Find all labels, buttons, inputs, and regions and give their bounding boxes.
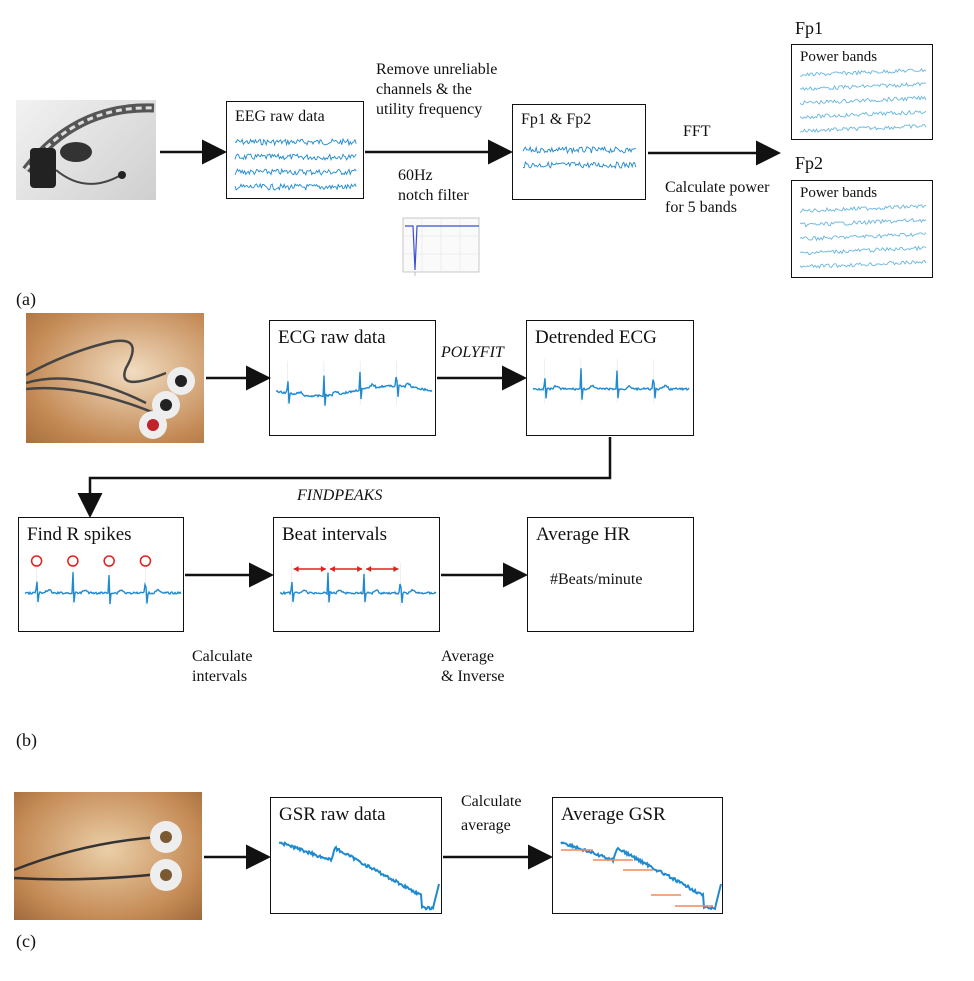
remove-unreliable-label: Remove unreliable channels & the utility…	[376, 61, 498, 118]
eeg-raw-signal	[234, 137, 357, 192]
band-trace	[799, 82, 927, 92]
ecg-raw-data-box: ECG raw data	[269, 320, 436, 436]
ecg-raw-signal	[275, 361, 433, 406]
band-trace	[799, 95, 927, 106]
gsr-electrode-icon	[14, 821, 182, 891]
gsr-trace	[560, 841, 722, 911]
gsr-electrodes-photo	[14, 792, 202, 920]
band-trace	[799, 67, 927, 77]
r-spike-marker	[67, 555, 79, 567]
ecg-trace	[275, 371, 433, 406]
avg-inverse-label: Average & Inverse	[441, 648, 505, 685]
signal-trace	[522, 145, 636, 155]
arrow-detrended-to-rspikes	[77, 437, 612, 518]
beats-per-minute-text: #Beats/minute	[550, 571, 643, 588]
fp1-label: Fp1	[795, 18, 824, 38]
ecg-trace	[532, 368, 690, 400]
signal-trace	[522, 160, 637, 170]
band-trace	[799, 124, 927, 133]
fp2-power-bands-title: Power bands	[800, 185, 878, 201]
ecg-electrodes-photo	[26, 313, 204, 443]
band-trace	[799, 232, 927, 242]
fp1-fp2-box: Fp1 & Fp2	[512, 104, 646, 200]
r-spike-marker	[103, 555, 115, 567]
find-r-spikes-title: Find R spikes	[27, 524, 132, 545]
average-gsr-box: Average GSR	[552, 797, 723, 914]
detrended-ecg-title: Detrended ECG	[535, 327, 657, 348]
detrended-ecg-signal	[532, 359, 690, 403]
signal-trace	[234, 137, 357, 147]
fft-label: FFT	[683, 123, 711, 140]
findpeaks-label: FINDPEAKS	[297, 487, 383, 504]
polyfit-label: POLYFIT	[441, 344, 504, 361]
r-spike-marker	[139, 555, 152, 567]
panel-b-label: (b)	[16, 730, 37, 750]
average-hr-title: Average HR	[536, 524, 631, 545]
beat-intervals-box: Beat intervals	[273, 517, 440, 632]
signal-trace	[234, 182, 357, 192]
ecg-trace	[279, 572, 437, 603]
band-trace	[799, 259, 927, 269]
panel-c-label: (c)	[16, 931, 36, 951]
eeg-raw-data-box: EEG raw data	[226, 101, 364, 199]
gsr-raw-data-title: GSR raw data	[279, 804, 386, 825]
band-trace	[799, 204, 927, 214]
calc-average-label: Calculate average	[461, 793, 522, 834]
fp2-power-bands-plot	[799, 204, 927, 269]
eeg-headset-icon	[22, 103, 155, 188]
calc-power-label: Calculate power for 5 bands	[665, 179, 770, 216]
gsr-raw-signal	[278, 840, 440, 911]
signal-trace	[234, 152, 357, 162]
r-spikes-signal	[24, 555, 182, 607]
find-r-spikes-box: Find R spikes	[18, 517, 184, 632]
beat-intervals-title: Beat intervals	[282, 524, 387, 545]
gsr-trace	[278, 840, 440, 911]
notch-filter-label: 60Hz notch filter	[398, 167, 469, 204]
fp1-power-bands-plot	[799, 67, 927, 133]
eeg-raw-data-title: EEG raw data	[235, 108, 325, 125]
band-trace	[799, 245, 927, 256]
detrended-ecg-box: Detrended ECG	[526, 320, 694, 436]
band-trace	[799, 109, 927, 120]
fp1-fp2-title: Fp1 & Fp2	[521, 111, 592, 128]
calc-intervals-label: Calculate intervals	[192, 648, 253, 685]
ecg-electrode-icon	[26, 339, 195, 439]
panel-a-label: (a)	[16, 289, 36, 309]
fp1-power-bands-box: Power bands	[791, 44, 933, 140]
average-gsr-title: Average GSR	[561, 804, 666, 825]
gsr-raw-data-box: GSR raw data	[270, 797, 442, 914]
ecg-trace	[24, 572, 182, 605]
ecg-raw-data-title: ECG raw data	[278, 327, 386, 348]
eeg-headset-photo	[16, 100, 156, 200]
beat-intervals-signal	[279, 563, 437, 607]
band-trace	[799, 217, 927, 228]
r-spike-marker	[30, 555, 43, 567]
fp2-label: Fp2	[795, 153, 824, 173]
average-hr-box: Average HR #Beats/minute	[527, 517, 694, 632]
average-gsr-signal	[560, 841, 722, 911]
signal-trace	[234, 167, 357, 176]
fp2-power-bands-box: Power bands	[791, 180, 933, 278]
fp1-fp2-signal	[522, 145, 637, 170]
notch-filter-plot	[393, 212, 485, 282]
fp1-power-bands-title: Power bands	[800, 49, 878, 65]
